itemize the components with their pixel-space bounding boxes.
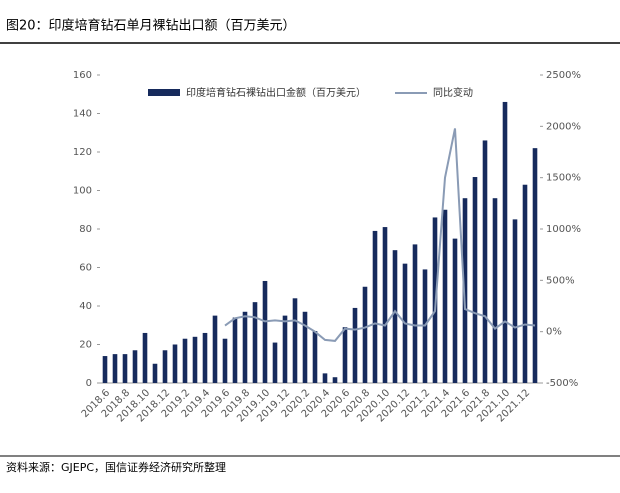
legend-label: 同比变动	[433, 86, 473, 99]
y2-tick-label: 1500%	[546, 173, 581, 184]
line	[224, 128, 536, 342]
bar	[242, 311, 248, 383]
y-tick-label: 120	[73, 147, 92, 158]
bar	[332, 377, 338, 383]
bar	[532, 148, 538, 383]
bar	[352, 307, 358, 383]
bar	[362, 286, 368, 383]
bar	[152, 363, 158, 383]
bar	[302, 311, 308, 383]
bar	[122, 354, 128, 383]
bar	[162, 350, 168, 383]
y-tick-label: 40	[79, 301, 92, 312]
bar	[232, 317, 238, 383]
bar	[212, 315, 218, 383]
bar	[512, 219, 518, 383]
bar	[462, 198, 468, 383]
bar	[292, 298, 298, 383]
y2-tick-label: 0%	[546, 327, 562, 338]
bar	[452, 238, 458, 383]
chart-title: 图20：印度培育钻石单月裸钻出口额（百万美元）	[6, 18, 296, 34]
bar	[252, 302, 258, 383]
bar	[372, 230, 378, 383]
bar	[342, 327, 348, 383]
bar	[522, 184, 528, 383]
y-tick-label: 60	[79, 263, 92, 274]
bar	[142, 332, 148, 383]
source: 资料来源：GJEPC，国信证券经济研究所整理	[6, 460, 226, 474]
bar	[102, 356, 108, 383]
bar	[392, 250, 398, 383]
y-tick-label: 100	[73, 186, 92, 197]
y2-tick-label: 2000%	[546, 121, 581, 132]
bar	[262, 280, 268, 383]
y-tick-label: 80	[79, 224, 92, 235]
bar	[222, 338, 228, 383]
bar	[442, 209, 448, 383]
bar	[492, 198, 498, 383]
y2-tick-label: -500%	[546, 378, 578, 389]
bar	[472, 177, 478, 383]
y-tick-label: 140	[73, 109, 92, 120]
y2-tick-label: 500%	[546, 275, 575, 286]
y-tick-label: 160	[73, 70, 92, 81]
bar	[112, 354, 118, 383]
bar	[202, 332, 208, 383]
bar	[182, 338, 188, 383]
bar	[322, 373, 328, 383]
legend-swatch	[148, 89, 180, 96]
bar	[482, 140, 488, 383]
bar	[192, 336, 198, 383]
bar	[172, 344, 178, 383]
y2-tick-label: 1000%	[546, 224, 581, 235]
bar	[132, 350, 138, 383]
bar	[502, 101, 508, 383]
bar	[412, 244, 418, 383]
bar	[272, 342, 278, 383]
y2-tick-label: 2500%	[546, 70, 581, 81]
y-tick-label: 20	[79, 340, 92, 351]
y-tick-label: 0	[86, 378, 92, 389]
bar	[282, 315, 288, 383]
legend-label: 印度培育钻石裸钻出口金额（百万美元）	[186, 86, 366, 99]
bar	[382, 227, 388, 383]
bar	[312, 331, 318, 383]
